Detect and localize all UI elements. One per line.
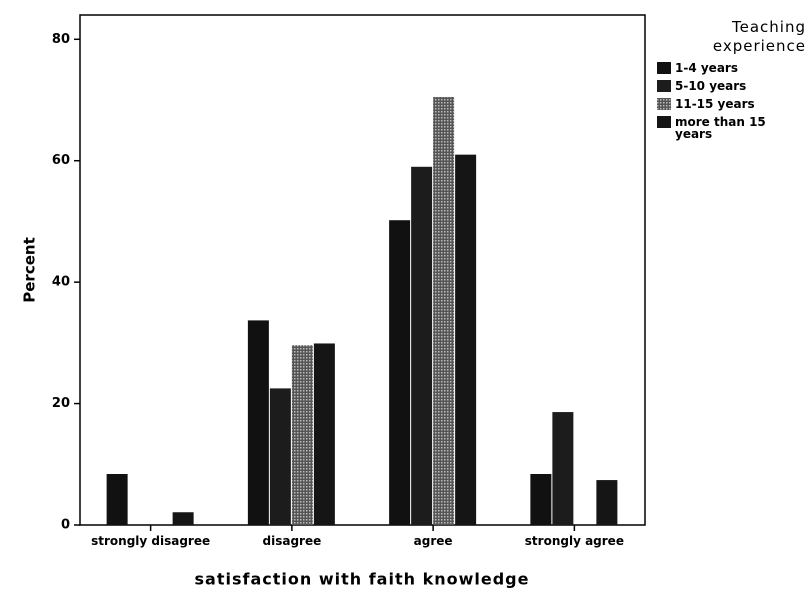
legend-label: 1-4 years [675,61,738,75]
legend-swatch [657,62,671,74]
y-tick-label: 60 [52,153,70,168]
bar [596,480,618,525]
y-tick-label: 80 [52,32,70,47]
plot-frame [79,14,646,526]
x-tick-label: disagree [262,534,322,548]
bar [291,345,313,525]
y-tick-label: 40 [52,275,70,290]
legend-swatch [657,116,671,128]
legend-swatch [657,98,671,110]
bar [530,474,552,525]
legend-title: Teaching experience [712,18,806,55]
y-tick-label: 0 [61,518,70,533]
bar [411,166,433,526]
y-tick-label: 20 [52,396,70,411]
bar [247,320,269,525]
bar [552,412,574,525]
bar [172,512,194,525]
x-tick-label: agree [413,534,453,548]
x-axis-label: satisfaction with faith knowledge [195,570,530,589]
legend-label: 11-15 years [675,97,755,111]
legend-label: more than 15 years [675,115,766,141]
bar [455,154,477,525]
bar [269,388,291,525]
x-tick-label: strongly agree [524,534,624,548]
bar [389,220,411,525]
y-axis-label: Percent [21,237,39,302]
bar [433,96,455,525]
bar [106,474,128,525]
legend-label: 5-10 years [675,79,747,93]
bar [313,343,335,525]
legend-swatch [657,80,671,92]
x-tick-label: strongly disagree [91,534,211,548]
